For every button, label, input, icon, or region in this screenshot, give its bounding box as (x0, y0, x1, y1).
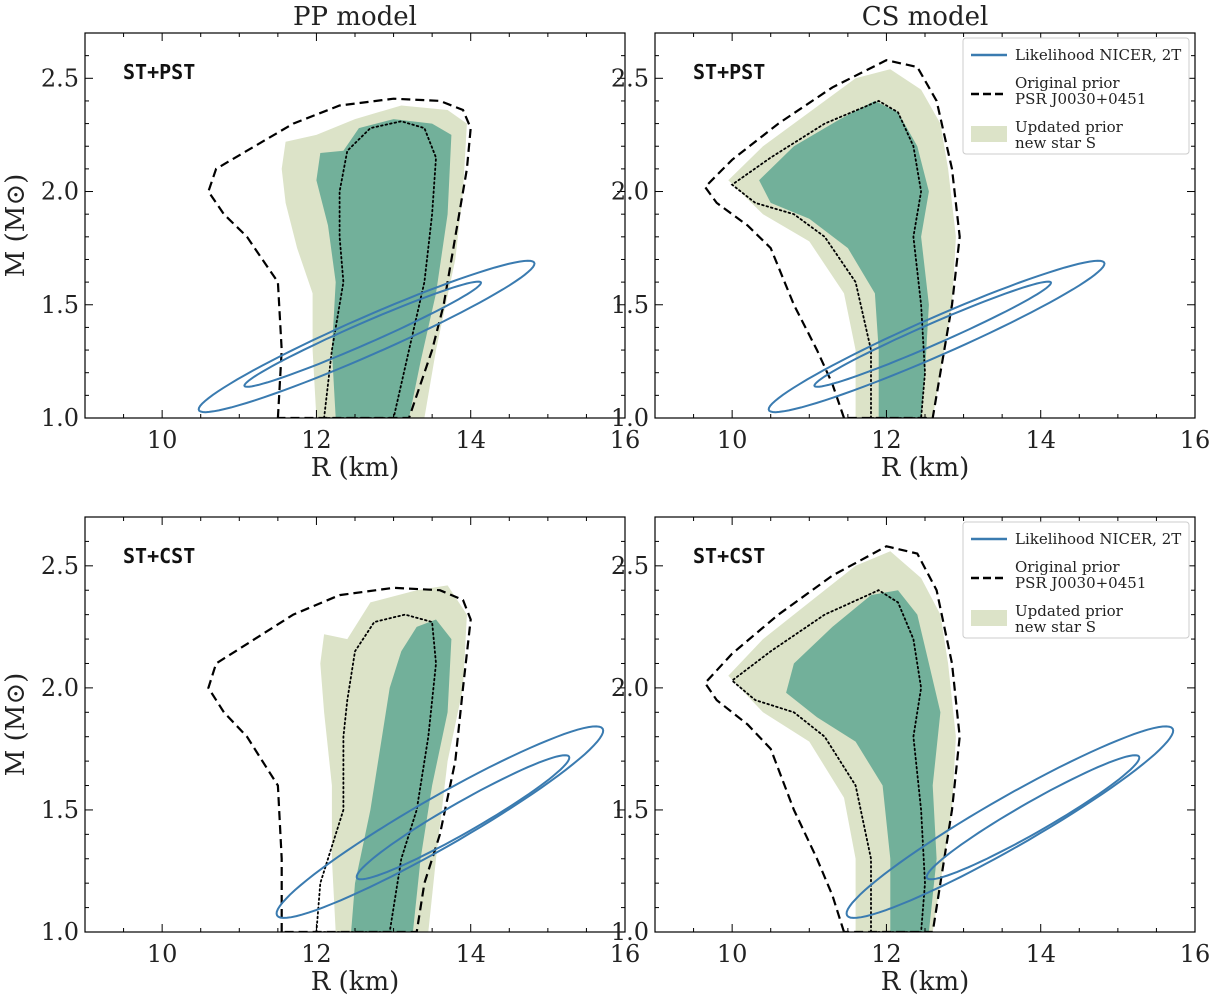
likelihood-outer-ellipse (275, 725, 605, 919)
y-tick-label: 1.5 (611, 796, 649, 824)
updated-prior-inner-region (786, 590, 941, 932)
plot-area (197, 97, 536, 418)
legend-prior-label: Original prior (1015, 74, 1120, 92)
panel-4: 10 12 14 161.01.52.02.5R (km)ST+CSTLikeliho… (611, 516, 1211, 997)
original-prior-inner-contour (315, 613, 437, 932)
panel-2: 10 12 14 161.01.52.02.5R (km)CS modelST+PST… (611, 2, 1210, 483)
x-tick-label: 12 (871, 940, 902, 968)
likelihood-inner-ellipse (243, 280, 483, 388)
x-tick-label: 14 (1025, 940, 1056, 968)
model-annotation: ST+PST (123, 60, 195, 84)
legend-box (962, 37, 1190, 155)
x-tick-label: 14 (455, 940, 486, 968)
y-tick-label: 2.5 (41, 552, 79, 580)
plot-area (207, 585, 605, 932)
y-axis-label: M (M⊙) (1, 673, 31, 777)
legend-updated-swatch (971, 126, 1007, 142)
original-prior-inner-contour (730, 99, 926, 418)
likelihood-inner-ellipse (355, 754, 571, 881)
x-axis-label: R (km) (311, 453, 400, 483)
x-tick-label: 10 (147, 426, 178, 454)
y-tick-label: 2.0 (611, 674, 649, 702)
y-tick-label: 1.0 (41, 918, 79, 946)
legend-prior-label: Original prior (1015, 558, 1120, 576)
y-axis-label: M (M⊙) (1, 174, 31, 278)
x-axis-label: R (km) (881, 967, 970, 997)
original-prior-inner-contour (730, 589, 926, 932)
panel-1: 10 12 14 16 1.0 1.5 2.0 2.5 R (km) M (M⊙) PP model… (1, 2, 640, 483)
legend-likelihood-label: Likelihood NICER, 2T (1015, 530, 1181, 548)
y-tick-label: 2.5 (611, 64, 649, 92)
x-tick-label: 10 (717, 426, 748, 454)
legend-updated-label-2: new star S (1015, 134, 1096, 152)
original-prior-inner-contour (323, 120, 437, 418)
y-tick-label: 1.0 (611, 918, 649, 946)
x-axis-label: R (km) (311, 967, 400, 997)
legend-likelihood-label: Likelihood NICER, 2T (1015, 46, 1181, 64)
x-tick-label: 12 (301, 426, 332, 454)
legend-updated-label: Updated prior (1015, 602, 1124, 620)
legend-box (962, 521, 1190, 639)
legend-updated-label-2: new star S (1015, 618, 1096, 636)
original-prior-outer-contour (207, 97, 472, 418)
x-tick-label: 16 (610, 426, 641, 454)
likelihood-inner-ellipse (813, 280, 1053, 388)
model-annotation: ST+CST (123, 544, 195, 568)
x-tick-label: 12 (871, 426, 902, 454)
x-tick-label: 10 (717, 940, 748, 968)
updated-prior-inner-region (351, 619, 452, 932)
y-tick-label: 1.5 (41, 796, 79, 824)
plot-area (703, 59, 1106, 418)
y-tick-label: 2.5 (41, 64, 79, 92)
panel-3: 10 12 14 16 1.0 1.5 2.0 2.5 R (km) M (M⊙) ST+CST (1, 516, 641, 997)
y-tick-label: 2.0 (41, 674, 79, 702)
x-tick-label: 14 (1025, 426, 1056, 454)
y-tick-label: 2.0 (611, 178, 649, 206)
legend-prior-label-2: PSR J0030+0451 (1015, 90, 1146, 108)
x-tick-label: 14 (455, 426, 486, 454)
likelihood-outer-ellipse (767, 259, 1106, 414)
likelihood-outer-ellipse (845, 725, 1175, 919)
y-tick-label: 2.0 (41, 178, 79, 206)
likelihood-outer-ellipse (197, 259, 536, 414)
y-tick-label: 1.5 (41, 291, 79, 319)
legend-updated-label: Updated prior (1015, 118, 1124, 136)
x-tick-label: 16 (1180, 426, 1211, 454)
y-tick-label: 1.0 (41, 404, 79, 432)
original-prior-outer-contour (703, 59, 961, 418)
plot-area (703, 545, 1175, 932)
x-axis-label: R (km) (881, 453, 970, 483)
x-tick-label: 10 (147, 940, 178, 968)
likelihood-inner-ellipse (925, 754, 1141, 881)
x-tick-label: 16 (1180, 940, 1211, 968)
original-prior-outer-contour (703, 545, 961, 932)
y-tick-label: 1.5 (611, 291, 649, 319)
panel-title: CS model (862, 2, 989, 32)
x-tick-label: 12 (301, 940, 332, 968)
panel-title: PP model (293, 2, 417, 32)
y-tick-label: 1.0 (611, 404, 649, 432)
updated-prior-inner-region (316, 119, 452, 418)
legend-updated-swatch (971, 610, 1007, 626)
legend-prior-label-2: PSR J0030+0451 (1015, 574, 1146, 592)
model-annotation: ST+CST (693, 544, 765, 568)
x-tick-label: 16 (610, 940, 641, 968)
y-tick-label: 2.5 (611, 552, 649, 580)
model-annotation: ST+PST (693, 60, 765, 84)
